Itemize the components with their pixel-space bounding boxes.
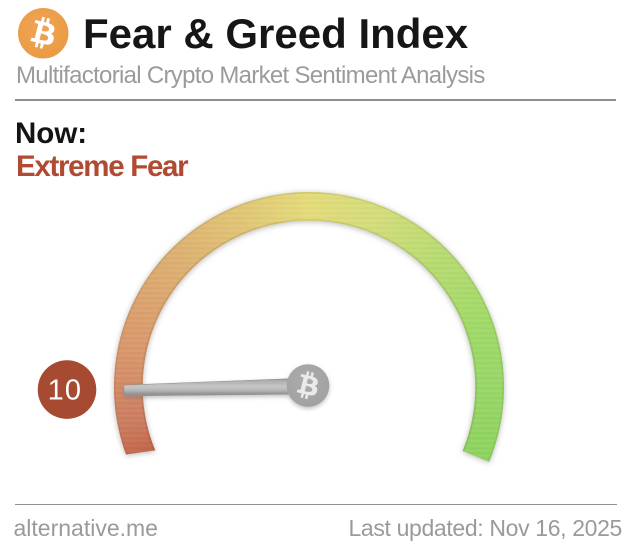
svg-text:10: 10	[48, 374, 83, 406]
